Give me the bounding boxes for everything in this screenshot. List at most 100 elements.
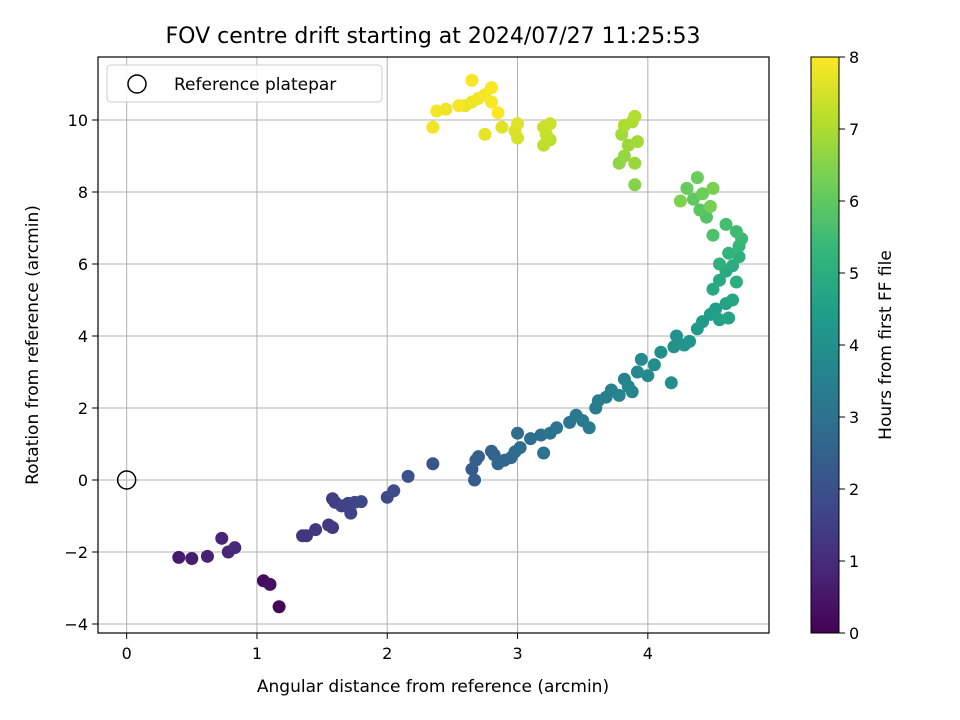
data-point xyxy=(628,156,642,170)
data-point xyxy=(495,120,509,134)
data-point xyxy=(706,181,720,195)
data-point xyxy=(511,426,525,440)
x-axis-ticks: 0 1 2 3 4 xyxy=(122,633,653,663)
data-point xyxy=(706,282,720,296)
data-point xyxy=(354,495,368,509)
data-point xyxy=(478,127,492,141)
reference-platepar-marker xyxy=(116,470,137,490)
data-point xyxy=(439,102,453,116)
data-point xyxy=(452,99,466,113)
data-point xyxy=(696,187,710,201)
x-axis-label: Angular distance from reference (arcmin) xyxy=(257,677,609,697)
colorbar-tick-label: 2 xyxy=(849,480,859,499)
data-point xyxy=(465,73,479,87)
y-tick-label: 0 xyxy=(78,471,88,490)
y-tick-label: 4 xyxy=(78,327,88,346)
data-point xyxy=(582,421,596,435)
data-point xyxy=(690,171,704,185)
data-point xyxy=(729,225,743,239)
data-point xyxy=(712,273,726,287)
data-point xyxy=(628,178,642,192)
data-point xyxy=(524,432,538,446)
colorbar-gradient xyxy=(810,56,840,634)
data-point xyxy=(228,541,242,555)
data-point xyxy=(387,484,401,498)
data-point xyxy=(471,450,485,464)
colorbar-tick-label: 4 xyxy=(849,336,859,355)
data-point xyxy=(647,358,661,372)
data-point xyxy=(537,138,551,152)
legend-marker-icon xyxy=(127,74,147,94)
x-tick-label: 3 xyxy=(512,644,522,663)
data-point xyxy=(628,109,642,123)
data-points xyxy=(172,73,749,614)
legend: Reference platepar xyxy=(106,64,383,103)
data-point xyxy=(719,217,733,231)
legend-box xyxy=(106,64,383,103)
y-tick-label: 6 xyxy=(78,255,88,274)
data-point xyxy=(543,117,557,131)
data-point xyxy=(513,441,527,455)
data-point xyxy=(401,469,415,483)
colorbar-tick-label: 1 xyxy=(849,552,859,571)
data-point xyxy=(263,577,277,591)
x-tick-label: 0 xyxy=(122,644,132,663)
data-point xyxy=(641,369,655,383)
data-point xyxy=(468,473,482,487)
colorbar-tick-label: 8 xyxy=(849,48,859,67)
data-point xyxy=(344,506,358,520)
data-point xyxy=(172,550,186,564)
data-point xyxy=(299,529,313,543)
data-point xyxy=(630,365,644,379)
colorbar-tick-label: 0 xyxy=(849,624,859,643)
data-point xyxy=(722,311,736,325)
data-point xyxy=(712,257,726,271)
colorbar: 0 1 2 3 4 5 6 7 8 Hours from first FF file xyxy=(810,48,896,643)
data-point xyxy=(634,352,648,366)
data-point xyxy=(722,246,736,260)
colorbar-tick-label: 7 xyxy=(849,120,859,139)
legend-entry-reference-platepar: Reference platepar xyxy=(174,75,336,95)
data-point xyxy=(625,385,639,399)
data-point xyxy=(709,302,723,316)
data-point xyxy=(667,340,681,354)
x-tick-label: 1 xyxy=(252,644,262,663)
data-point xyxy=(669,329,683,343)
data-point xyxy=(537,446,551,460)
data-point xyxy=(732,250,746,264)
data-point xyxy=(200,549,214,563)
data-point xyxy=(703,199,717,213)
data-point xyxy=(617,118,631,132)
y-tick-label: 8 xyxy=(78,183,88,202)
y-axis-label: Rotation from reference (arcmin) xyxy=(23,205,43,485)
chart-title: FOV centre drift starting at 2024/07/27 … xyxy=(166,24,701,49)
colorbar-ticks: 0 1 2 3 4 5 6 7 8 xyxy=(839,48,859,643)
data-point xyxy=(630,135,644,149)
data-point xyxy=(326,521,340,535)
data-point xyxy=(550,421,564,435)
data-point xyxy=(272,600,286,614)
y-tick-label: 2 xyxy=(78,399,88,418)
colorbar-label: Hours from first FF file xyxy=(876,250,896,440)
y-axis-ticks: −4 −2 0 2 4 6 8 10 xyxy=(64,111,98,634)
data-point xyxy=(484,81,498,95)
y-tick-label: −4 xyxy=(64,615,88,634)
data-point xyxy=(215,531,229,545)
data-point xyxy=(426,457,440,471)
data-point xyxy=(511,117,525,131)
data-point xyxy=(617,149,631,163)
data-point xyxy=(729,275,743,289)
data-point xyxy=(185,551,199,565)
data-point xyxy=(612,388,626,402)
data-point xyxy=(706,228,720,242)
data-point xyxy=(664,376,678,390)
data-point xyxy=(491,106,505,120)
data-point xyxy=(693,203,707,217)
x-tick-label: 2 xyxy=(382,644,392,663)
colorbar-tick-label: 5 xyxy=(849,264,859,283)
data-point xyxy=(726,259,740,273)
data-point xyxy=(726,293,740,307)
y-tick-label: 10 xyxy=(68,111,88,130)
data-point xyxy=(426,120,440,134)
